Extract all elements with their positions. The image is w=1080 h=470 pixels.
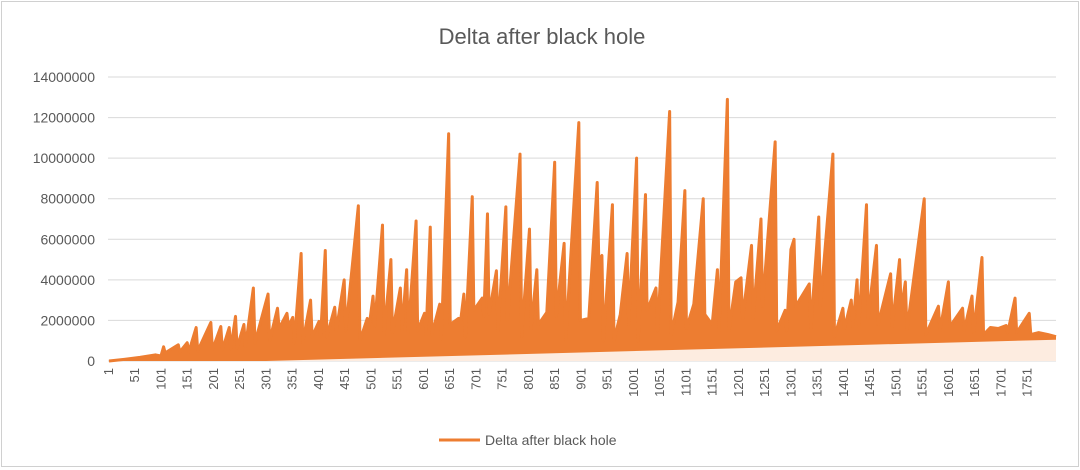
x-tick-label: 51 bbox=[127, 368, 142, 382]
x-tick-label: 101 bbox=[153, 368, 168, 390]
x-tick-label: 1601 bbox=[941, 368, 956, 397]
x-tick-label: 951 bbox=[600, 368, 615, 390]
x-tick-label: 901 bbox=[573, 368, 588, 390]
y-tick-label: 2000000 bbox=[40, 312, 95, 328]
x-tick-label: 401 bbox=[311, 368, 326, 390]
y-tick-label: 14000000 bbox=[33, 69, 96, 85]
x-tick-label: 551 bbox=[390, 368, 405, 390]
x-tick-label: 451 bbox=[337, 368, 352, 390]
x-tick-label: 1251 bbox=[757, 368, 772, 397]
legend-label: Delta after black hole bbox=[485, 432, 617, 448]
y-axis: 0 2000000 4000000 6000000 8000000 10000000 120… bbox=[33, 69, 96, 369]
x-tick-label: 151 bbox=[180, 368, 195, 390]
x-tick-label: 1351 bbox=[810, 368, 825, 397]
x-tick-label: 301 bbox=[258, 368, 273, 390]
x-tick-label: 1451 bbox=[862, 368, 877, 397]
x-tick-label: 751 bbox=[495, 368, 510, 390]
y-tick-label: 0 bbox=[87, 353, 95, 369]
x-tick-label: 601 bbox=[416, 368, 431, 390]
x-tick-label: 1701 bbox=[993, 368, 1008, 397]
x-tick-label: 851 bbox=[547, 368, 562, 390]
x-tick-label: 351 bbox=[285, 368, 300, 390]
x-tick-label: 251 bbox=[232, 368, 247, 390]
x-tick-label: 1151 bbox=[705, 368, 720, 396]
y-tick-label: 8000000 bbox=[40, 191, 95, 207]
plot-area bbox=[109, 99, 1056, 361]
legend: Delta after black hole bbox=[439, 432, 617, 448]
x-tick-label: 1 bbox=[101, 368, 116, 375]
y-tick-label: 12000000 bbox=[33, 110, 96, 126]
x-tick-label: 801 bbox=[521, 368, 536, 390]
x-tick-label: 1001 bbox=[626, 368, 641, 397]
y-tick-label: 10000000 bbox=[33, 150, 96, 166]
x-tick-label: 1051 bbox=[652, 368, 667, 397]
chart-title: Delta after black hole bbox=[439, 24, 646, 49]
x-tick-label: 501 bbox=[363, 368, 378, 390]
series-density-fill bbox=[109, 99, 1056, 361]
x-tick-label: 1101 bbox=[678, 368, 693, 396]
y-tick-label: 4000000 bbox=[40, 272, 95, 288]
x-tick-label: 1401 bbox=[836, 368, 851, 397]
x-tick-label: 1301 bbox=[783, 368, 798, 397]
x-tick-label: 1501 bbox=[888, 368, 903, 397]
x-tick-label: 1201 bbox=[731, 368, 746, 397]
x-tick-label: 1651 bbox=[967, 368, 982, 397]
y-tick-label: 6000000 bbox=[40, 231, 95, 247]
x-tick-label: 651 bbox=[442, 368, 457, 390]
x-tick-label: 1551 bbox=[915, 368, 930, 397]
x-tick-label: 701 bbox=[468, 368, 483, 390]
x-tick-label: 1751 bbox=[1020, 368, 1035, 397]
x-tick-label: 201 bbox=[206, 368, 221, 390]
